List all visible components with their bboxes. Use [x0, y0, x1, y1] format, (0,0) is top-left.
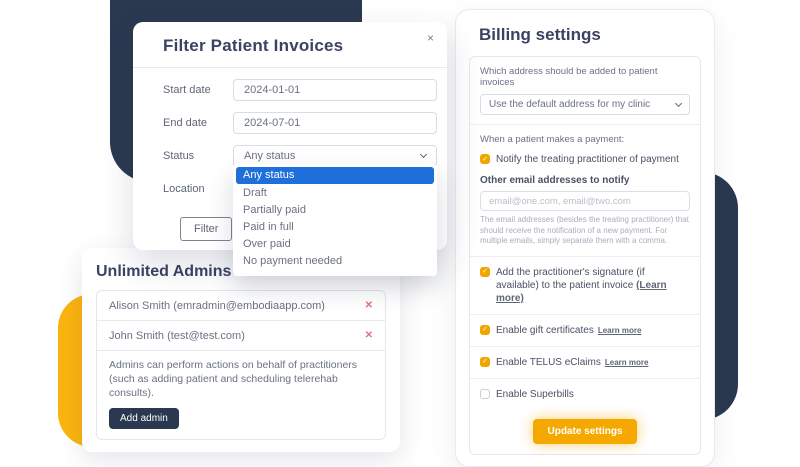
invoice-address-select[interactable]: Use the default address for my clinic [480, 94, 690, 115]
billing-toggle-section: ✓ Enable gift certificates Learn more [470, 315, 700, 347]
invoice-address-selected-value: Use the default address for my clinic [489, 99, 651, 110]
billing-settings-card: Billing settings Which address should be… [455, 9, 715, 467]
billing-card-title: Billing settings [479, 25, 601, 44]
check-icon: ✓ [482, 358, 488, 366]
chevron-down-icon [674, 99, 683, 107]
location-label: Location [163, 183, 205, 195]
status-label: Status [163, 150, 195, 162]
invoice-address-label: Which address should be added to patient… [480, 66, 658, 88]
remove-admin-icon[interactable]: ✕ [364, 300, 373, 311]
check-icon: ✓ [482, 268, 488, 276]
toggle-checkbox[interactable]: ✓ [480, 388, 490, 399]
notify-practitioner-checkbox[interactable]: ✓ [480, 154, 490, 164]
end-date-label: End date [163, 117, 208, 129]
toggle-label: Enable TELUS eClaims Learn more [496, 356, 649, 368]
toggle-checkbox[interactable]: ✓ [480, 324, 490, 335]
other-emails-help-text: The email addresses (besides the treatin… [480, 215, 689, 246]
signature-learn-more-link[interactable]: (Learn more) [496, 279, 667, 304]
learn-more-link[interactable]: Learn more [597, 325, 642, 335]
filter-button[interactable]: Filter [180, 217, 233, 241]
end-date-input[interactable]: 2024-07-01 [233, 112, 437, 134]
end-date-row: End date 2024-07-01 [163, 112, 437, 134]
close-icon[interactable]: × [426, 31, 434, 45]
status-option[interactable]: Partially paid [243, 204, 306, 216]
status-option[interactable]: Any status [236, 167, 434, 184]
admins-card-title: Unlimited Admins [96, 263, 232, 280]
signature-row: ✓ Add the practitioner's signature (if a… [480, 266, 690, 305]
admins-list-panel: Alison Smith (emradmin@embodiaapp.com) ✕ J… [96, 290, 386, 440]
toggle-checkbox[interactable]: ✓ [480, 356, 490, 367]
chevron-down-icon [419, 150, 428, 159]
other-emails-input[interactable] [480, 191, 690, 211]
update-settings-button[interactable]: Update settings [533, 418, 637, 444]
status-option[interactable]: Paid in full [243, 221, 294, 233]
payment-section-label: When a patient makes a payment: [480, 134, 625, 145]
admin-row: Alison Smith (emradmin@embodiaapp.com) ✕ [97, 291, 385, 321]
status-option[interactable]: Draft [243, 187, 267, 199]
status-option[interactable]: No payment needed [243, 255, 343, 267]
billing-toggle-section: ✓ Enable TELUS eClaims Learn more [470, 347, 700, 379]
modal-header: Filter Patient Invoices × [133, 22, 447, 68]
toggle-row: ✓ Enable Superbills [480, 388, 690, 401]
learn-more-link[interactable]: Learn more [604, 357, 649, 367]
billing-toggle-section: ✓ Enable Superbills [470, 379, 700, 410]
start-date-row: Start date 2024-01-01 [163, 79, 437, 101]
check-icon: ✓ [482, 326, 488, 334]
status-dropdown-list: Any status Draft Partially paid Paid in ful… [233, 164, 437, 276]
admin-row: John Smith (test@test.com) ✕ [97, 321, 385, 351]
modal-title: Filter Patient Invoices [163, 36, 344, 55]
admins-description: Admins can perform actions on behalf of … [109, 359, 358, 399]
payment-notification-section: When a patient makes a payment: ✓ Notify… [470, 125, 700, 257]
signature-checkbox[interactable]: ✓ [480, 266, 490, 277]
notify-practitioner-label: Notify the treating practitioner of paym… [496, 154, 679, 165]
admin-name: Alison Smith (emradmin@embodiaapp.com) [109, 299, 325, 312]
signature-section: ✓ Add the practitioner's signature (if a… [470, 257, 700, 315]
status-selected-value: Any status [244, 150, 296, 162]
status-option[interactable]: Over paid [243, 238, 291, 250]
invoice-address-section: Which address should be added to patient… [470, 57, 700, 125]
start-date-label: Start date [163, 84, 211, 96]
remove-admin-icon[interactable]: ✕ [364, 330, 373, 341]
billing-settings-panel: Which address should be added to patient… [469, 56, 701, 455]
start-date-input[interactable]: 2024-01-01 [233, 79, 437, 101]
admins-list: Alison Smith (emradmin@embodiaapp.com) ✕ J… [97, 291, 385, 351]
admins-footer: Admins can perform actions on behalf of … [97, 351, 385, 439]
unlimited-admins-card: Unlimited Admins Alison Smith (emradmin@… [82, 248, 400, 452]
check-icon: ✓ [482, 155, 488, 163]
notify-practitioner-row: ✓ Notify the treating practitioner of pa… [480, 153, 690, 166]
billing-toggle-rows: ✓ Enable gift certificates Learn more ✓ Enab… [470, 315, 700, 410]
toggle-row: ✓ Enable gift certificates Learn more [480, 324, 690, 337]
toggle-label: Enable gift certificates Learn more [496, 324, 642, 336]
toggle-row: ✓ Enable TELUS eClaims Learn more [480, 356, 690, 369]
filter-button-row: Filter [180, 217, 447, 241]
admin-name: John Smith (test@test.com) [109, 329, 245, 342]
signature-label: Add the practitioner's signature (if ava… [496, 266, 667, 304]
update-settings-section: Update settings [470, 410, 700, 454]
toggle-label: Enable Superbills [496, 388, 574, 400]
add-admin-button[interactable]: Add admin [109, 407, 179, 429]
other-emails-label: Other email addresses to notify [480, 175, 630, 186]
